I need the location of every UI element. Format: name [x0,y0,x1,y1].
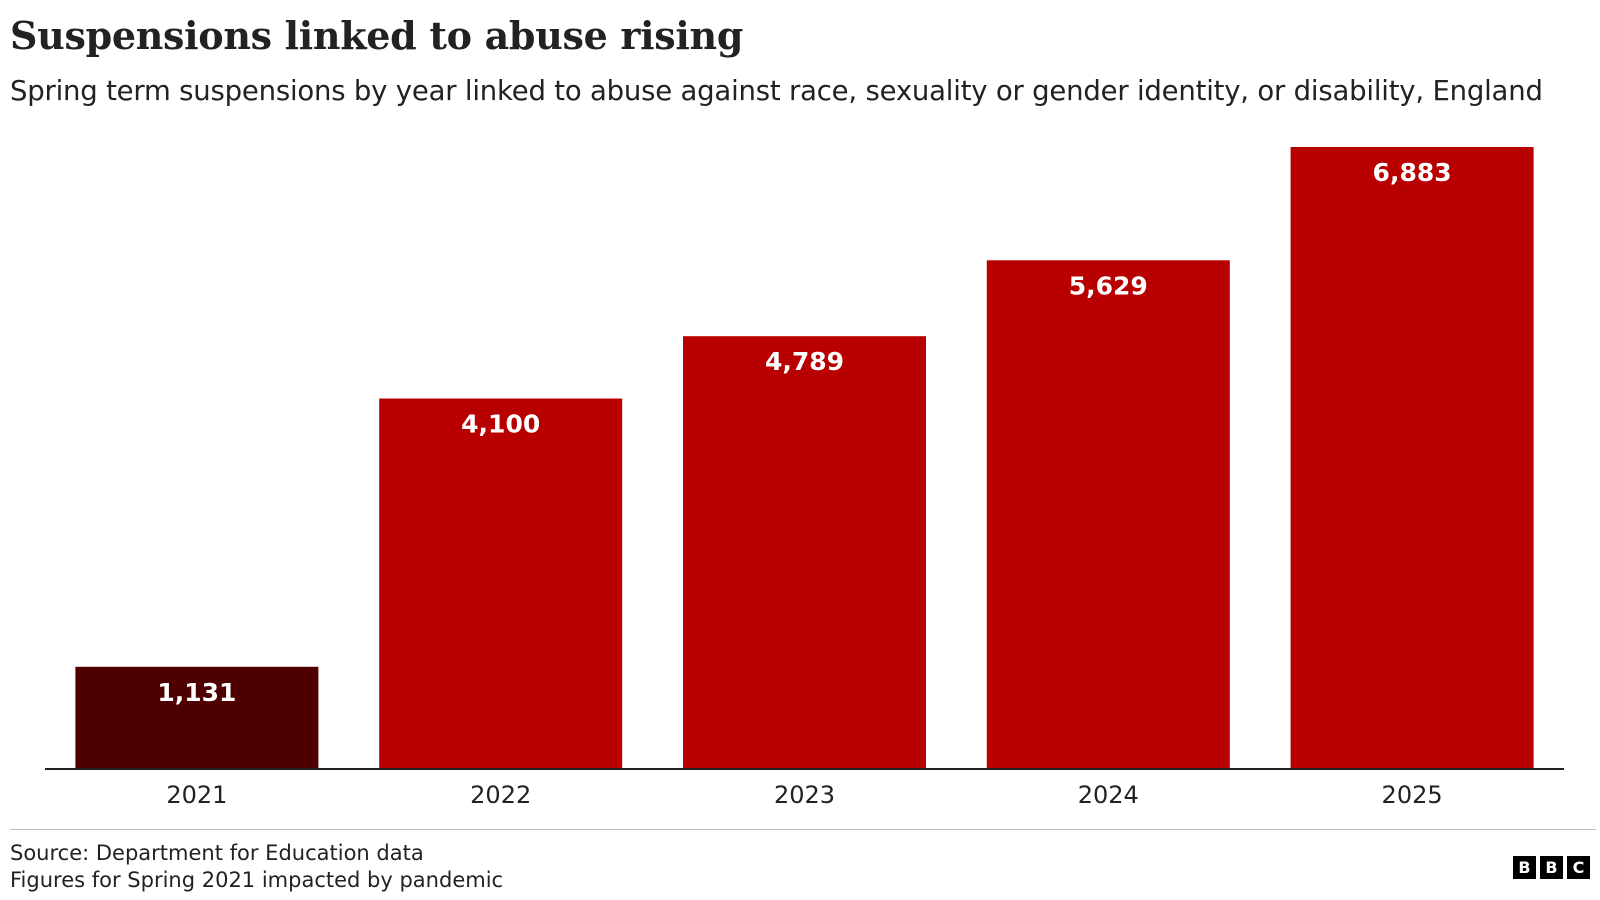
chart-subtitle: Spring term suspensions by year linked t… [10,75,1543,107]
x-axis-ticks: 2021 2022 2023 2024 2025 [166,781,1442,809]
x-tick-label-2023: 2023 [774,781,835,809]
bar-2024 [986,260,1230,769]
pandemic-note: Figures for Spring 2021 impacted by pand… [10,868,504,892]
bbc-logo-letter-2: B [1540,856,1563,879]
bbc-logo-letter-3: C [1567,856,1590,879]
bbc-logo-letter-1: B [1513,856,1536,879]
bbc-logo: B B C [1513,856,1590,879]
bar-2025 [1290,147,1534,769]
x-tick-label-2024: 2024 [1078,781,1139,809]
footer-divider [10,829,1596,830]
bars-group: 1,131 4,100 4,789 5,629 6,883 [75,147,1534,769]
source-note: Source: Department for Education data Fi… [10,840,503,894]
bar-value-label-2021: 1,131 [157,678,236,707]
x-tick-label-2025: 2025 [1382,781,1443,809]
x-tick-label-2021: 2021 [166,781,227,809]
bar-value-label-2023: 4,789 [765,347,844,376]
source-text: Source: Department for Education data [10,841,424,865]
bar-value-label-2024: 5,629 [1069,271,1148,300]
bar-value-label-2022: 4,100 [461,410,540,439]
bar-2022 [379,398,623,769]
x-tick-label-2022: 2022 [470,781,531,809]
bar-2023 [683,336,926,769]
chart-title: Suspensions linked to abuse rising [10,13,744,58]
bar-2021 [75,666,319,769]
bar-value-label-2025: 6,883 [1373,158,1452,187]
